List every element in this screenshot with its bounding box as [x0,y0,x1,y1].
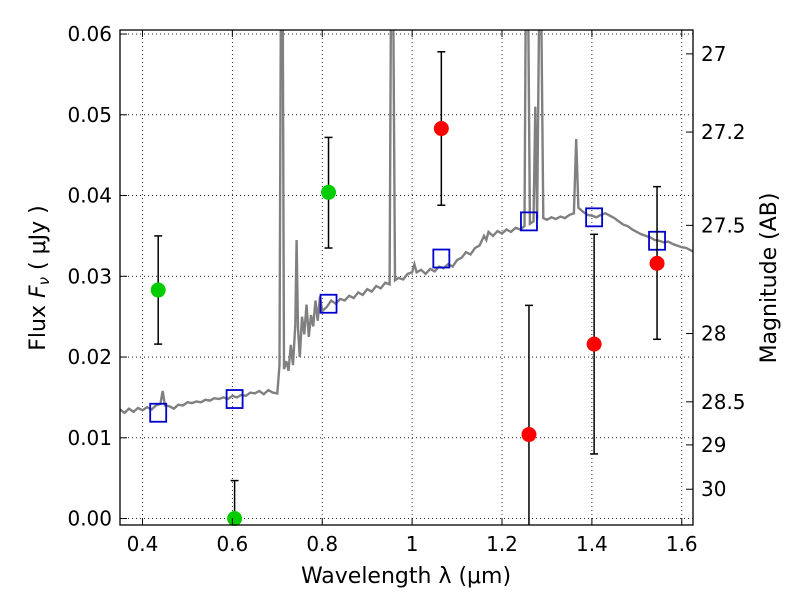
model-photometry-marker [520,211,538,232]
y-axis-label-subscript: ν [35,277,53,285]
y-tick-label: 0.01 [67,426,112,450]
x-axis-label: Wavelength λ (μm) [301,564,511,589]
y-tick-label: 0.02 [67,345,112,369]
model-photometry-marker [432,248,451,269]
y-axis-label-prefix: Flux [26,298,51,351]
y2-tick-label: 27 [701,42,726,66]
x-tick-label: 0.4 [127,532,159,556]
y2-tick-label: 29 [701,433,726,457]
model-photometry-marker [225,389,244,409]
marker-layer [149,51,666,527]
plot-frame [119,29,694,526]
y-tick-label: 0.00 [67,507,112,531]
y2-tick-label: 28.5 [701,390,746,414]
x-tick-label: 1.2 [486,532,518,556]
y2-tick-label: 27.2 [701,120,746,144]
y-axis-label-suffix: ( μJy ) [26,205,51,277]
optical-detection-marker [321,184,337,200]
model-photometry-marker [149,402,168,423]
y-tick-label: 0.05 [67,103,112,127]
y2-axis-label: Magnitude (AB) [757,193,782,364]
nir-detection-marker [433,121,449,137]
model-photometry-marker [319,293,338,314]
x-tick-label: 1.6 [666,532,698,556]
model-spectrum-line [120,30,693,415]
nir-detection-marker [521,427,537,443]
y-tick-label: 0.04 [67,184,112,208]
x-tick-label: 1 [406,532,419,556]
model-photometry-marker [585,207,604,228]
y-axis-label: Flux Fν ( μJy ) [26,205,53,350]
y2-tick-label: 30 [701,477,726,501]
grid-layer [120,30,693,525]
y2-tick-label: 27.5 [701,213,746,237]
x-tick-label: 1.4 [576,532,608,556]
nir-detection-marker [649,255,665,271]
y-tick-label: 0.06 [67,22,112,46]
y-tick-label: 0.03 [67,264,112,288]
data-layer [120,30,693,415]
optical-detection-marker [227,511,243,527]
y2-tick-label: 28 [701,322,726,346]
y-axis-label-symbol: F [26,285,51,298]
x-tick-label: 0.8 [306,532,338,556]
x-tick-label: 0.6 [216,532,248,556]
optical-detection-marker [150,282,166,298]
tick-layer: 0.4 0.6 0.8 1 1.2 1.4 1.6 0.00 0.01 0.02 0.03 0.04 0… [67,22,745,556]
nir-detection-marker [586,336,602,352]
